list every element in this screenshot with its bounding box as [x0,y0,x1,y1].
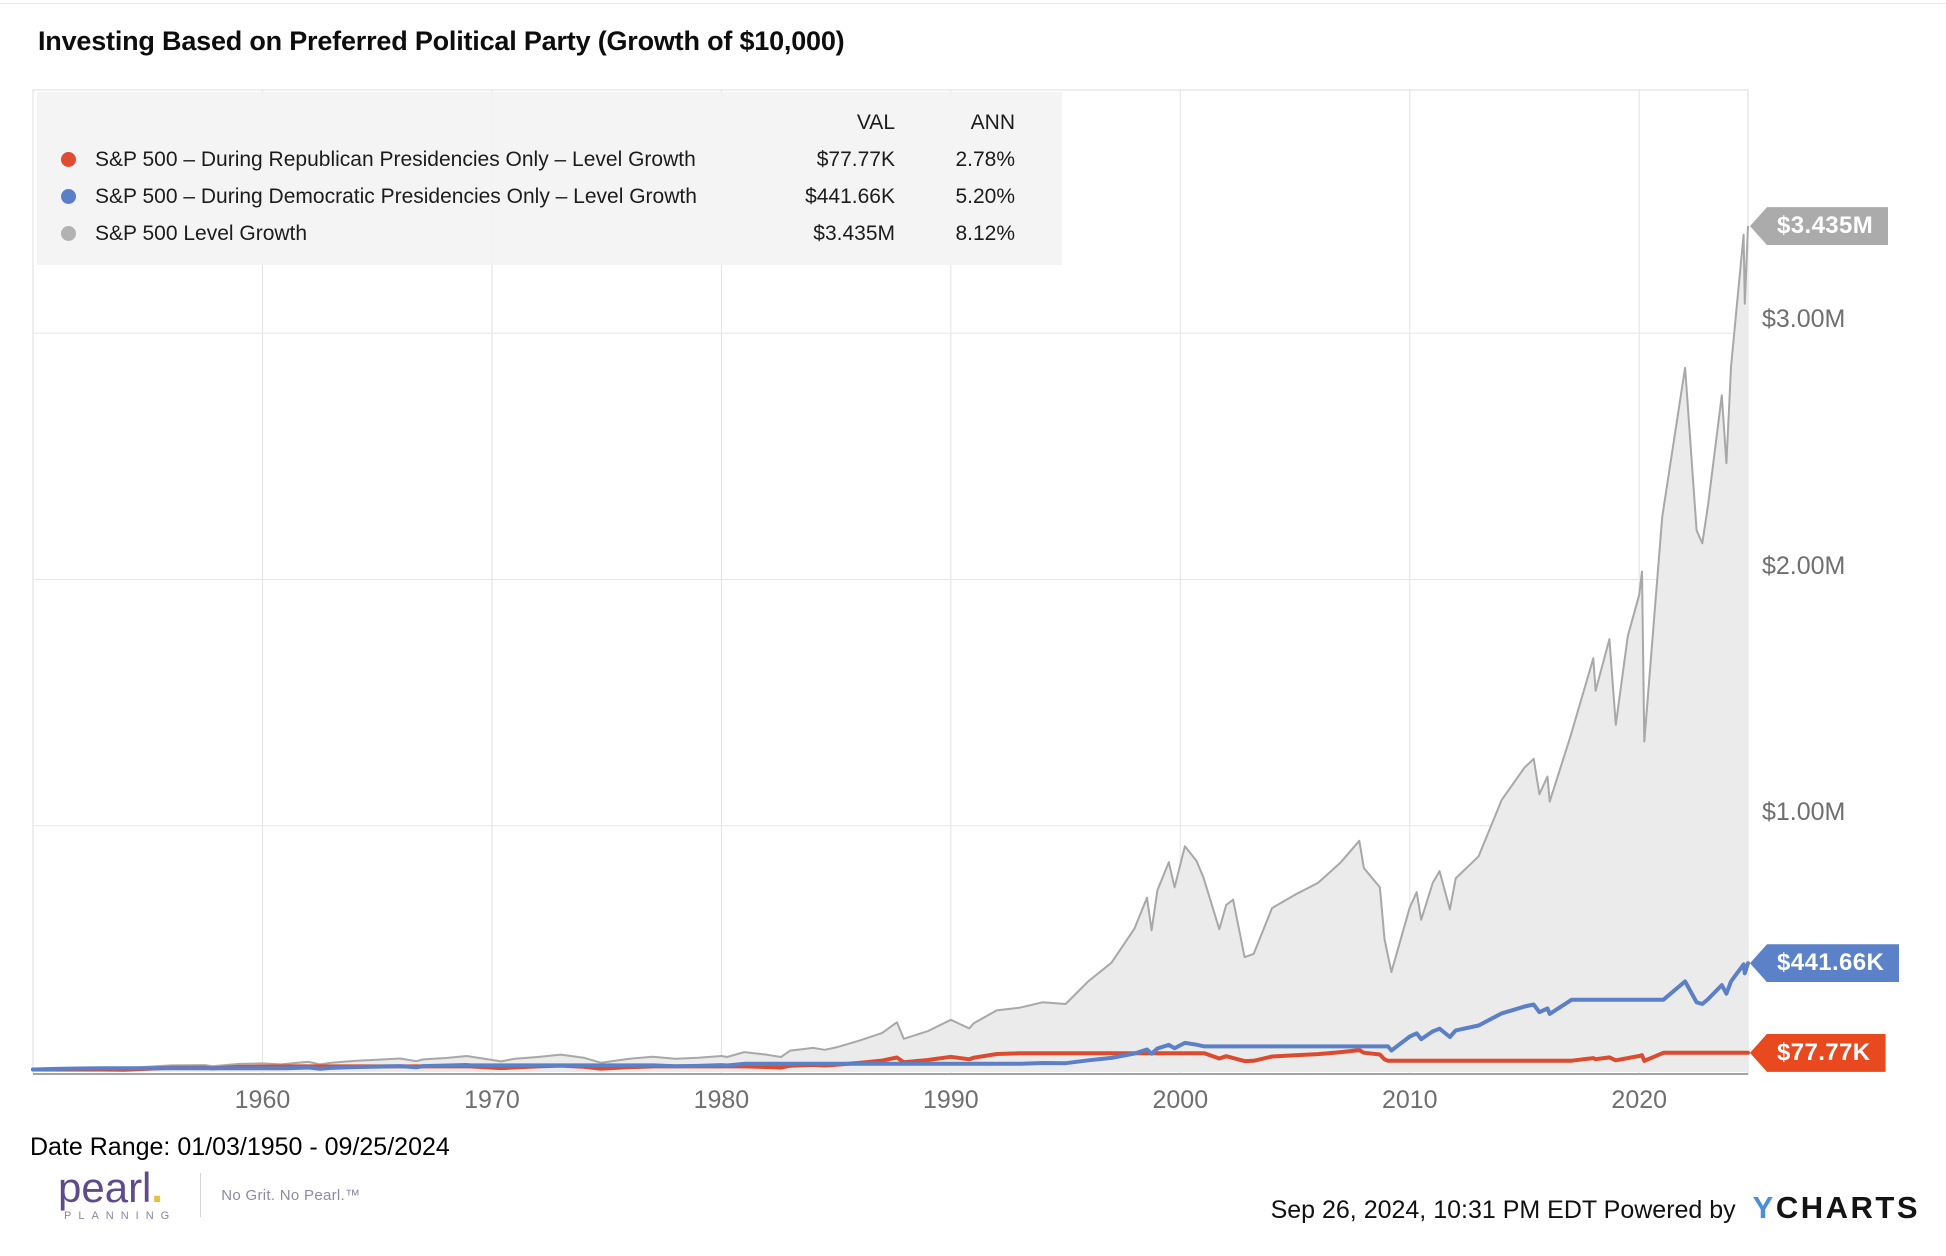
pearl-yellow-dot: . [151,1164,164,1211]
x-tick-label: 1980 [693,1086,750,1114]
legend-label: S&P 500 – During Republican Presidencies… [95,147,696,171]
pearl-planning-logo: pearl. PLANNING No Grit. No Pearl.™ [58,1164,361,1223]
powered-by-label: Powered by [1603,1196,1736,1224]
legend-val-header: VAL [856,111,895,134]
pearl-wordmark: pearl. [58,1164,164,1211]
attribution: Sep 26, 2024, 10:31 PM EDT Powered by YC… [1271,1188,1920,1228]
legend-dot-sp500_level [61,226,76,241]
legend-rows: S&P 500 – During Republican Presidencies… [37,141,1062,252]
legend-dot-democratic [61,189,76,204]
x-tick-label: 1970 [464,1086,520,1114]
chart-title: Investing Based on Preferred Political P… [38,26,845,56]
legend-header-row: VAL ANN [37,105,1062,141]
x-tick-label: 2010 [1381,1086,1438,1114]
end-flag-sp500_level: $3.435M [1750,207,1889,246]
legend-value: $441.66K [805,184,895,208]
end-flag-democratic: $441.66K [1750,944,1900,983]
end-flag-republican: $77.77K [1750,1033,1886,1072]
logo-divider [200,1173,202,1217]
legend-value: $77.77K [816,147,895,171]
top-divider [0,3,1946,4]
legend-row-republican: S&P 500 – During Republican Presidencies… [37,141,1062,178]
series-democratic-line [31,961,1750,1072]
x-tick-label: 1960 [234,1086,291,1114]
legend-dot-republican [61,152,76,167]
pearl-tagline: No Grit. No Pearl.™ [221,1186,361,1204]
legend-row-sp500_level: S&P 500 Level Growth $3.435M 8.12% [37,215,1062,252]
y-tick-label: $3.00M [1762,305,1846,334]
legend-annualized: 8.12% [955,221,1015,245]
date-range-label: Date Range: 01/03/1950 - 09/25/2024 [30,1133,450,1161]
legend-row-democratic: S&P 500 – During Democratic Presidencies… [37,178,1062,215]
timestamp: Sep 26, 2024, 10:31 PM EDT [1270,1196,1597,1224]
x-tick-label: 2020 [1611,1086,1668,1114]
legend-ann-header: ANN [970,111,1015,134]
series-sp500_level-line [32,226,1749,1071]
ycharts-logo: YCHARTS [1752,1190,1920,1225]
x-tick-label: 1990 [923,1086,979,1114]
pearl-planning-subtext: PLANNING [64,1210,177,1222]
y-tick-label: $2.00M [1762,551,1846,580]
legend: VAL ANN S&P 500 – During Republican Pres… [37,92,1062,265]
legend-annualized: 5.20% [955,184,1015,208]
legend-label: S&P 500 – During Democratic Presidencies… [95,184,697,208]
legend-label: S&P 500 Level Growth [95,221,308,245]
y-tick-label: $1.00M [1762,797,1846,826]
x-tick-label: 2000 [1152,1086,1209,1114]
legend-value: $3.435M [813,221,895,245]
legend-annualized: 2.78% [955,147,1015,171]
series-sp500_level-area [33,226,1748,1073]
